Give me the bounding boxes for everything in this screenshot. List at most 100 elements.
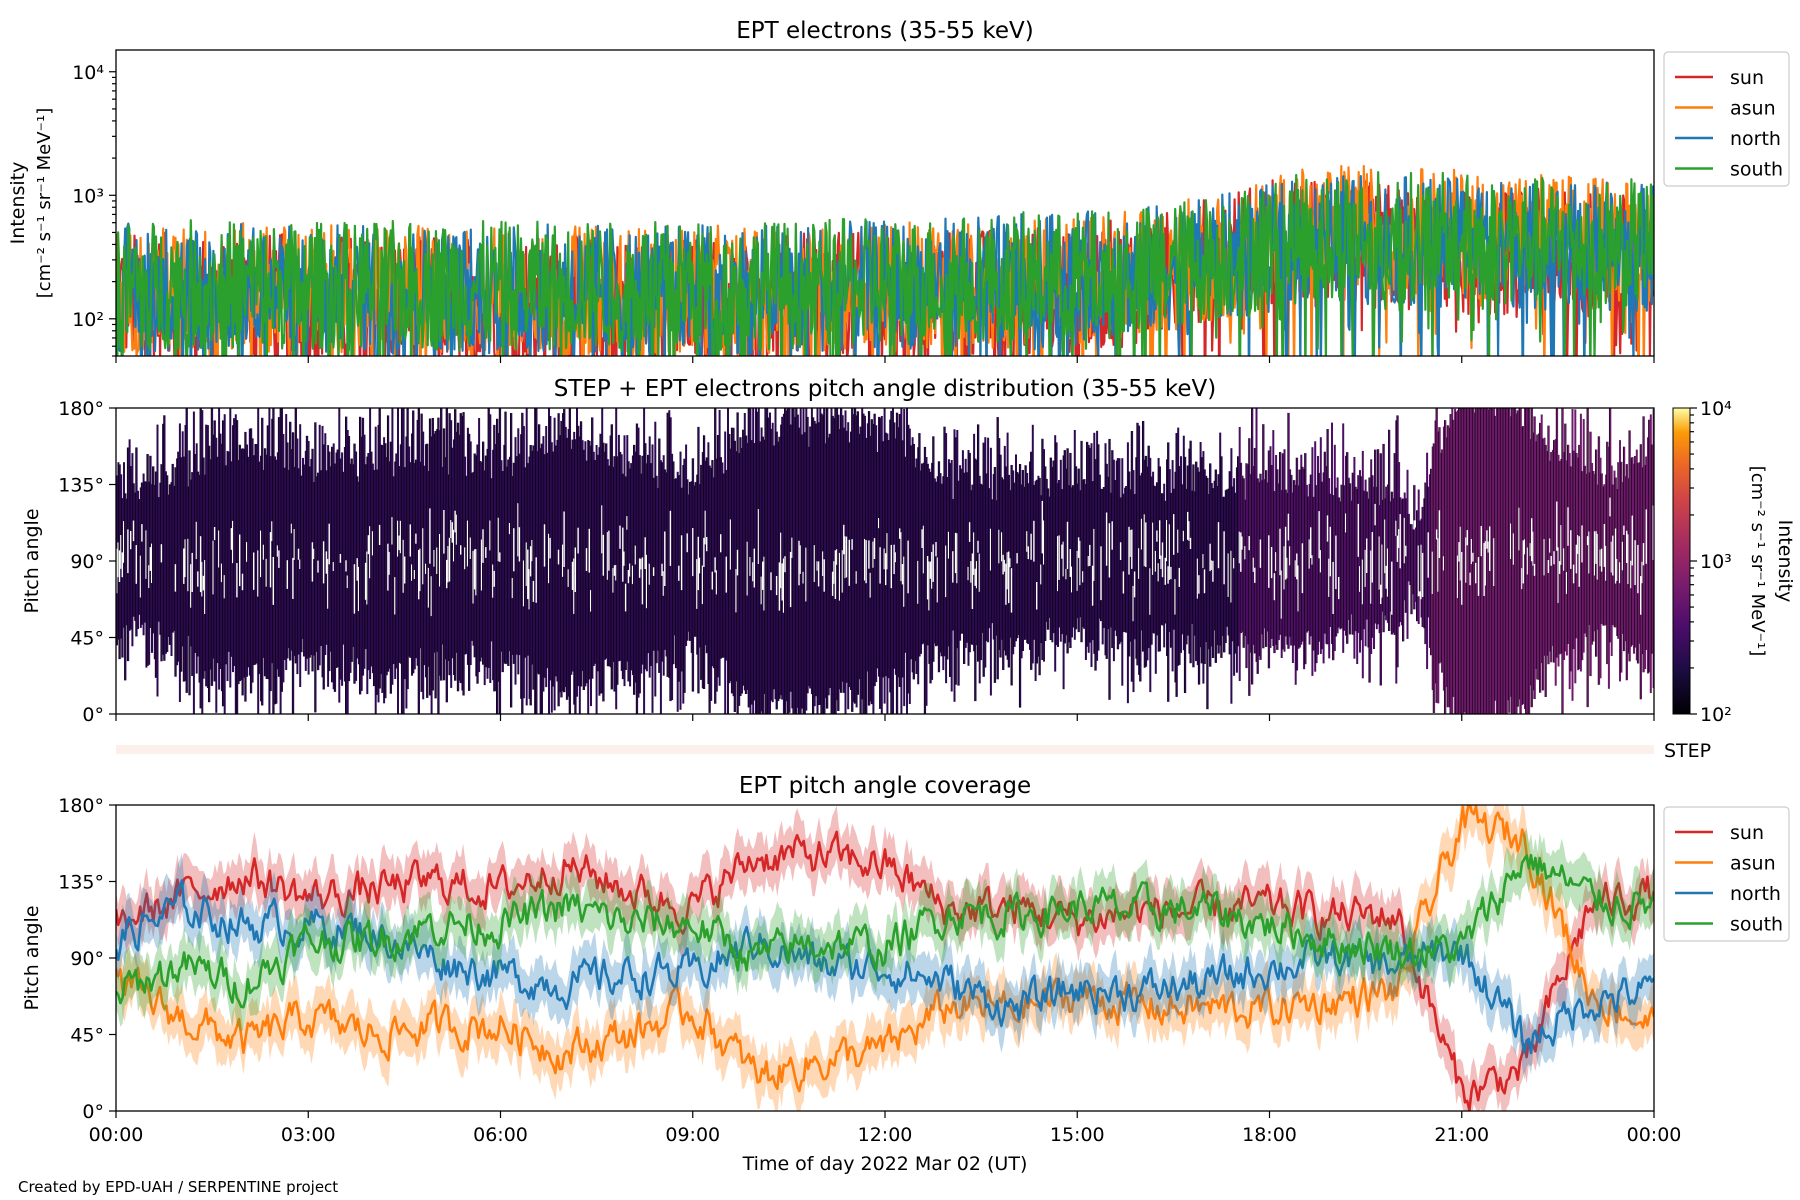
x-tick-label: 12:00 xyxy=(858,1124,913,1146)
heatmap-column xyxy=(886,433,889,714)
heatmap-column xyxy=(188,450,191,696)
x-tick-label: 00:00 xyxy=(89,1124,144,1146)
heatmap-gap xyxy=(678,565,681,581)
heatmap-column xyxy=(966,472,969,643)
heatmap-gap xyxy=(271,521,274,542)
heatmap-column xyxy=(577,425,580,687)
heatmap-column xyxy=(304,450,307,671)
heatmap-column xyxy=(820,413,823,714)
heatmap-gap xyxy=(701,565,704,605)
heatmap-column xyxy=(394,461,397,679)
heatmap-column xyxy=(752,408,755,714)
heatmap-gap xyxy=(453,529,455,562)
heatmap-gap xyxy=(1599,549,1602,567)
heatmap-column xyxy=(1507,408,1510,701)
heatmap-column xyxy=(258,461,261,675)
heatmap-column xyxy=(685,444,688,646)
heatmap-column xyxy=(173,485,176,631)
heatmap-column xyxy=(219,433,222,669)
heatmap-gap xyxy=(223,575,226,599)
heatmap-column xyxy=(676,471,679,712)
heatmap-column xyxy=(405,436,408,709)
heatmap-column xyxy=(647,454,650,654)
heatmap-column xyxy=(1528,408,1531,714)
heatmap-gap xyxy=(197,571,200,587)
heatmap-gap xyxy=(480,539,483,591)
heatmap-column xyxy=(331,446,334,683)
heatmap-column xyxy=(1124,487,1127,632)
heatmap-column xyxy=(906,408,908,714)
heatmap-gap xyxy=(613,565,616,576)
heatmap-column xyxy=(1097,444,1100,651)
heatmap-gap xyxy=(791,537,794,558)
heatmap-column xyxy=(794,416,797,714)
heatmap-column xyxy=(1462,408,1465,714)
heatmap-gap xyxy=(1421,552,1424,597)
heatmap-column xyxy=(1071,487,1073,638)
heatmap-gap xyxy=(1212,560,1215,582)
heatmap-column xyxy=(1449,414,1452,714)
heatmap-column xyxy=(1115,460,1118,637)
heatmap-column xyxy=(381,445,384,693)
heatmap-column xyxy=(1511,408,1514,714)
heatmap-gap xyxy=(543,524,546,567)
heatmap-gap xyxy=(623,551,626,566)
heatmap-column xyxy=(1091,481,1094,641)
heatmap-column xyxy=(234,414,237,714)
heatmap-gap xyxy=(935,542,938,557)
heatmap-gap xyxy=(879,547,882,584)
heatmap-gap xyxy=(1196,558,1199,599)
heatmap-gap xyxy=(1036,582,1038,610)
heatmap-gap xyxy=(528,569,531,610)
heatmap-column xyxy=(1568,453,1571,690)
series-line-asun xyxy=(116,805,1654,1093)
heatmap-gap xyxy=(253,552,255,590)
heatmap-gap xyxy=(1065,568,1068,580)
heatmap-gap xyxy=(532,580,535,602)
heatmap-column xyxy=(1261,480,1264,635)
heatmap-column xyxy=(1433,443,1436,713)
heatmap-gap xyxy=(332,562,335,571)
heatmap-gap xyxy=(430,576,433,617)
heatmap-column xyxy=(1535,441,1538,669)
heatmap-column xyxy=(197,471,200,657)
heatmap-column xyxy=(1409,524,1412,586)
heatmap-column xyxy=(346,430,349,714)
heatmap-gap xyxy=(1634,540,1637,585)
heatmap-gap xyxy=(469,537,472,559)
heatmap-gap xyxy=(1403,517,1406,564)
heatmap-column xyxy=(1307,496,1310,631)
heatmap-column xyxy=(1558,460,1561,655)
heatmap-gap xyxy=(195,521,198,560)
heatmap-gap xyxy=(692,528,695,577)
heatmap-column xyxy=(1022,470,1024,651)
heatmap-gap xyxy=(1082,571,1085,583)
heatmap-column xyxy=(1029,461,1031,650)
heatmap-gap xyxy=(1458,542,1461,562)
heatmap-gap xyxy=(1627,534,1630,584)
heatmap-column xyxy=(1086,441,1089,647)
heatmap-column xyxy=(461,416,464,691)
heatmap-column xyxy=(939,473,942,653)
heatmap-column xyxy=(851,408,854,712)
heatmap-column xyxy=(738,453,741,706)
heatmap-gap xyxy=(1157,563,1160,582)
heatmap-column xyxy=(387,415,390,672)
heatmap-gap xyxy=(1152,522,1155,575)
heatmap-column xyxy=(1638,462,1641,644)
heatmap-gap xyxy=(952,551,955,583)
heatmap-gap xyxy=(612,568,615,593)
heatmap-gap xyxy=(513,528,516,572)
heatmap-column xyxy=(1598,436,1601,685)
heatmap-column xyxy=(1468,408,1470,714)
heatmap-column xyxy=(1620,461,1623,673)
heatmap-gap xyxy=(1359,566,1361,592)
heatmap-column xyxy=(433,433,436,653)
heatmap-column xyxy=(131,453,134,647)
heatmap-column xyxy=(1407,513,1410,582)
panel2-ylabel: Pitch angle xyxy=(21,508,43,613)
heatmap-column xyxy=(213,420,216,682)
y-tick-label: 10² xyxy=(72,309,104,331)
heatmap-column xyxy=(465,475,468,654)
heatmap-gap xyxy=(1335,535,1338,590)
